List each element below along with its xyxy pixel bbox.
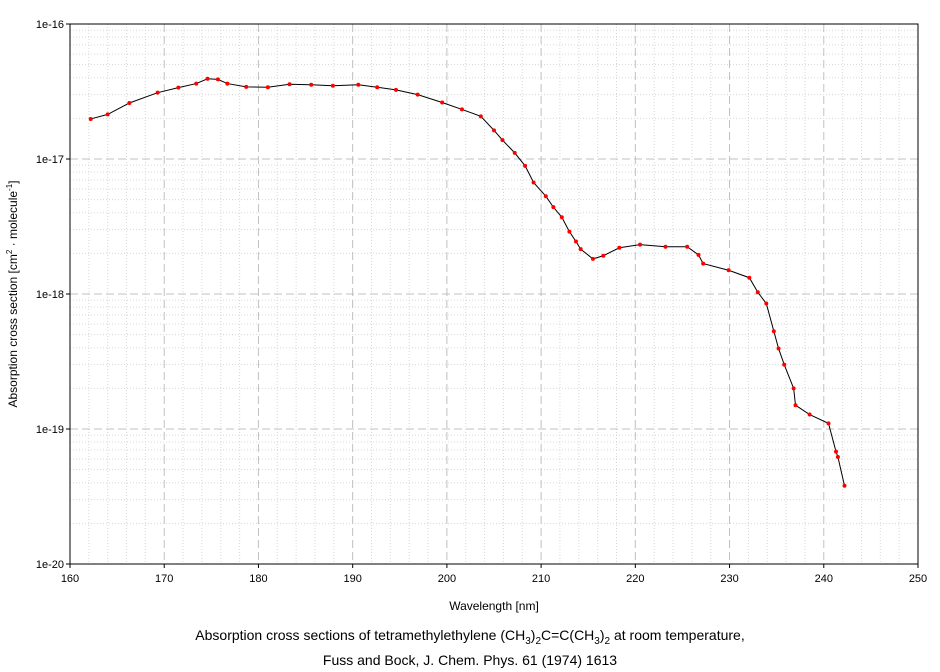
y-axis-label-sup2: -1 [5,183,14,191]
data-point-marker [309,82,314,87]
caption-line-1: Absorption cross sections of tetramethyl… [0,627,940,647]
caption-text-a: Absorption cross sections of tetramethyl… [195,627,526,643]
x-tick-label: 250 [909,573,927,585]
data-point-marker [696,252,701,257]
x-tick-label: 200 [438,573,456,585]
data-point-marker [394,87,399,92]
data-point-marker [415,92,420,97]
data-point-marker [776,346,781,351]
data-point-marker [791,386,796,391]
y-axis-label-mid: · molecule [6,191,20,250]
x-axis-ticks: 160 170 180 190 200 210 220 230 240 250 [61,564,927,585]
caption-line-2: Fuss and Bock, J. Chem. Phys. 61 (1974) … [322,652,618,668]
caption-text-d: ) [599,627,605,643]
data-point-marker [764,301,769,306]
y-axis-label-main: Absorption cross section [cm [6,254,20,407]
data-point-marker [590,256,595,261]
series-line [90,78,845,486]
data-point-marker [807,412,812,417]
data-point-marker [512,150,517,155]
data-point-marker [573,239,578,244]
x-tick-label: 170 [155,573,173,585]
data-point-marker [205,76,210,81]
data-point-marker [194,81,199,86]
caption-sub-2: 2 [535,635,542,647]
cross-section-chart: 160 170 180 190 200 210 220 230 240 250 1e-20 1e-1… [5,19,927,613]
x-tick-label: 220 [626,573,644,585]
data-point-marker [755,290,760,295]
caption-sub-3: 3 [594,635,600,647]
x-tick-label: 190 [343,573,361,585]
data-point-marker [638,242,643,247]
data-point-marker [834,449,839,454]
data-point-marker [793,403,798,408]
y-tick-label: 1e-17 [36,154,64,166]
data-point-marker [578,247,583,252]
data-point-marker [215,77,220,82]
data-point-marker [826,421,831,426]
data-point-marker [617,245,622,250]
data-point-marker [176,85,181,90]
data-point-marker [287,82,292,87]
y-tick-label: 1e-18 [36,289,64,301]
x-tick-label: 160 [61,573,79,585]
x-axis-label: Wavelength [nm] [449,599,539,613]
data-point-marker [375,85,380,90]
major-grid [70,24,918,564]
data-point-marker [459,107,464,112]
data-point-marker [440,100,445,105]
data-point-marker [601,253,606,258]
x-tick-label: 240 [815,573,833,585]
x-tick-label: 210 [532,573,550,585]
y-tick-label: 1e-20 [36,559,64,571]
y-axis-ticks: 1e-20 1e-19 1e-18 1e-17 1e-16 [36,19,70,571]
data-point-marker [523,163,528,168]
caption-sub-1: 3 [525,635,531,647]
y-tick-label: 1e-16 [36,19,64,31]
data-point-marker [244,84,249,89]
data-point-marker [663,244,668,249]
data-point-marker [531,180,536,185]
data-point-marker [559,215,564,220]
x-tick-label: 180 [249,573,267,585]
data-point-marker [265,85,270,90]
data-point-marker [500,138,505,143]
caption-text-e: at room temperature, [610,627,745,643]
data-point-marker [701,261,706,266]
data-point-marker [127,100,132,105]
data-point-marker [782,362,787,367]
data-point-marker [478,114,483,119]
series-group [88,76,847,488]
caption-sub-4: 2 [604,635,611,647]
data-point-marker [747,275,752,280]
data-point-marker [543,194,548,199]
data-point-marker [771,329,776,334]
data-point-marker [330,83,335,88]
minor-grid [70,24,918,564]
data-point-marker [567,229,572,234]
data-point-marker [88,116,93,121]
data-point-marker [225,81,230,86]
y-axis-label-end: ] [6,180,20,183]
y-tick-label: 1e-19 [36,424,64,436]
data-point-marker [356,82,361,87]
y-axis-label-sup1: 2 [5,249,14,254]
data-point-marker [551,205,556,210]
data-point-marker [105,112,110,117]
caption-text-c: C=C(CH [541,627,595,643]
x-tick-label: 230 [720,573,738,585]
caption-text-b: ) [530,627,536,643]
data-point-marker [726,268,731,273]
data-point-marker [842,483,847,488]
y-axis-label: Absorption cross section [cm2 · molecule… [5,180,20,407]
data-point-marker [155,90,160,95]
data-point-marker [685,244,690,249]
data-point-marker [492,128,496,133]
data-point-marker [835,455,840,460]
